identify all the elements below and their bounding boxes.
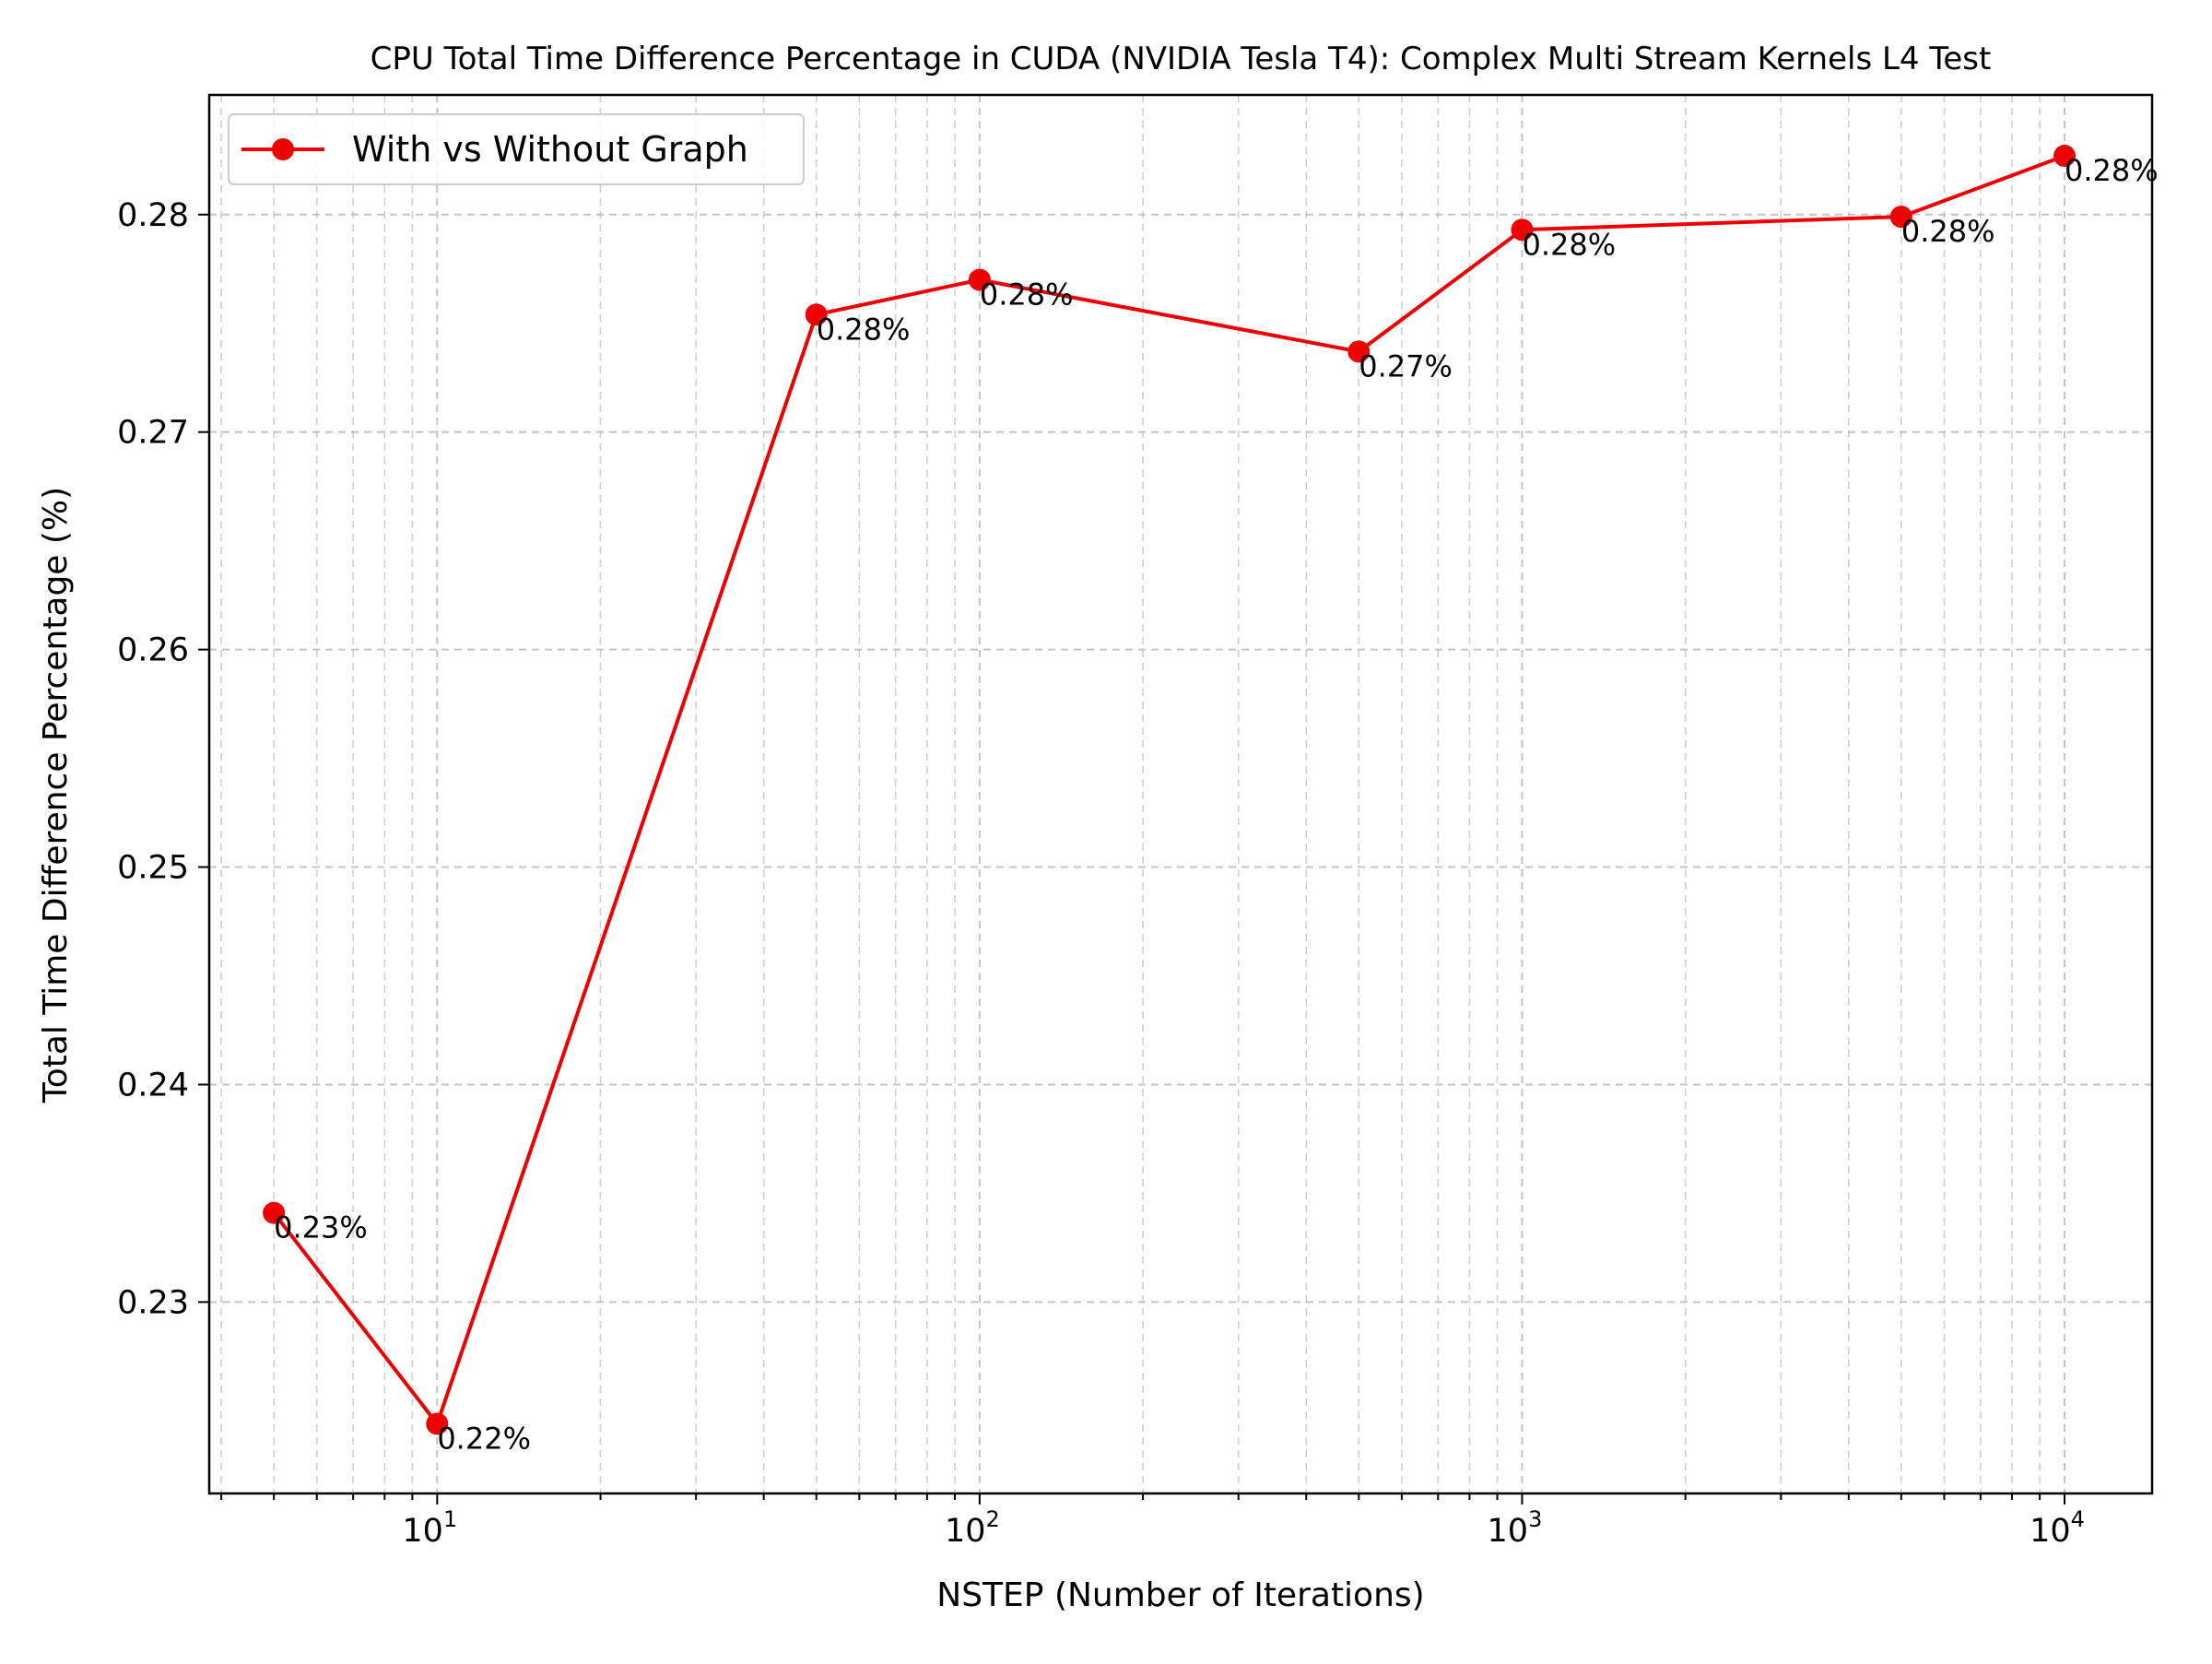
- data-label: 0.22%: [437, 1422, 531, 1457]
- y-tick-label: 0.26: [117, 632, 189, 669]
- x-tick-exponent: 3: [1528, 1506, 1542, 1532]
- x-tick-base: 10: [2030, 1513, 2071, 1550]
- x-tick-base: 10: [402, 1513, 443, 1550]
- data-label: 0.28%: [1901, 214, 1995, 249]
- data-label: 0.28%: [1522, 227, 1616, 262]
- data-label: 0.23%: [274, 1210, 368, 1245]
- chart-title: CPU Total Time Difference Percentage in …: [371, 41, 1992, 77]
- x-tick-label: 104: [2030, 1506, 2085, 1550]
- data-point: [1889, 206, 1912, 229]
- x-tick-exponent: 2: [986, 1506, 1000, 1532]
- x-tick-base: 10: [945, 1513, 986, 1550]
- series-line: [272, 154, 2065, 1426]
- data-point: [968, 268, 991, 291]
- y-tick-label: 0.23: [117, 1284, 189, 1321]
- data-labels: 0.23% 0.22% 0.28% 0.28% 0.27% 0.28% 0.28% 0.28%: [274, 153, 2159, 1456]
- plot-frame: [207, 93, 2154, 1495]
- legend: With vs Without Graph: [228, 113, 805, 185]
- x-axis-label: NSTEP (Number of Iterations): [936, 1576, 1424, 1614]
- data-label: 0.28%: [980, 277, 1074, 313]
- data-label: 0.27%: [1359, 348, 1453, 384]
- grid: [209, 95, 2152, 1493]
- legend-label: With vs Without Graph: [352, 129, 748, 170]
- x-tick-exponent: 4: [2071, 1506, 2085, 1532]
- x-tick-label: 102: [945, 1506, 1000, 1550]
- data-point: [805, 303, 828, 326]
- data-point: [263, 1201, 286, 1224]
- y-tick-label: 0.27: [117, 415, 189, 452]
- y-tick-label: 0.28: [117, 197, 189, 234]
- x-tick-label: 103: [1488, 1506, 1543, 1550]
- x-tick-base: 10: [1488, 1513, 1529, 1550]
- data-point: [1511, 218, 1534, 242]
- y-tick-label: 0.24: [117, 1067, 189, 1103]
- x-tick-label: 101: [402, 1506, 457, 1550]
- legend-marker-swatch: [272, 138, 294, 160]
- data-point: [1347, 340, 1371, 363]
- x-tick-exponent: 1: [443, 1506, 457, 1532]
- data-label: 0.28%: [817, 312, 911, 347]
- series-layer: [263, 145, 2077, 1435]
- data-label: 0.28%: [2065, 153, 2159, 188]
- data-point: [2053, 145, 2077, 168]
- y-axis-label: Total Time Difference Percentage (%): [37, 487, 75, 1103]
- data-point: [426, 1412, 449, 1435]
- legend-box: [228, 113, 805, 185]
- y-tick-label: 0.25: [117, 850, 189, 887]
